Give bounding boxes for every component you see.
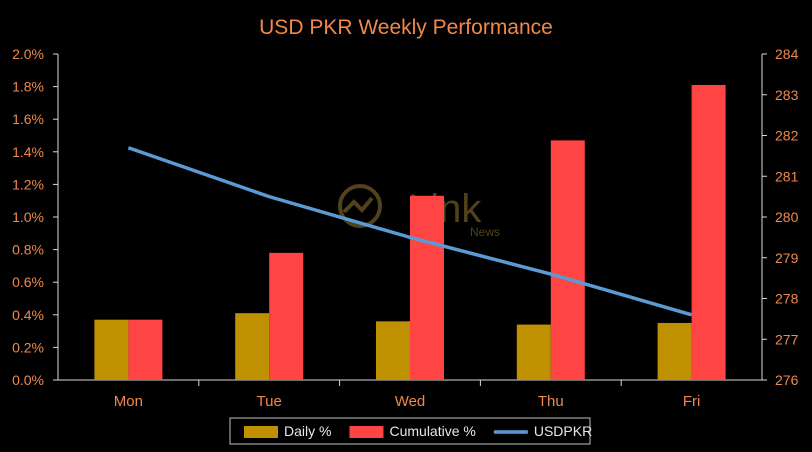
y-tick-left-label: 0.8% [12, 242, 44, 258]
y-tick-right-label: 284 [775, 46, 799, 62]
legend-label: Daily % [284, 423, 331, 439]
line-series-usdpkr [127, 146, 693, 317]
y-tick-right-label: 283 [775, 87, 799, 103]
legend-swatch [349, 426, 384, 438]
y-tick-left-label: 1.6% [12, 111, 44, 127]
y-tick-left-label: 2.0% [12, 46, 44, 62]
y-tick-right-label: 279 [775, 250, 799, 266]
bar-daily-fri [657, 322, 692, 380]
chart-title: USD PKR Weekly Performance [259, 16, 553, 39]
y-tick-right-label: 282 [775, 128, 799, 144]
y-tick-left-label: 1.2% [12, 176, 44, 192]
bars [94, 84, 726, 380]
bar-cumulative-mon [128, 319, 163, 380]
x-tick-label: Fri [683, 393, 701, 410]
bar-cumulative-wed [410, 195, 444, 380]
axes: 0.0% 0.2% 0.4% 0.6% 0.8% 1.0% 1.2% 1.4% 1.6% 1.8%… [12, 46, 798, 410]
bar-daily-thu [516, 324, 551, 380]
x-tick-label: Tue [257, 393, 282, 410]
legend: Daily % Cumulative % USDPKR [229, 417, 592, 445]
y-tick-left-label: 1.0% [12, 209, 44, 225]
usdpkr-line [127, 146, 693, 317]
legend-label: USDPKR [534, 423, 592, 439]
watermark-subtext: News [470, 225, 500, 239]
y-tick-left-label: 0.0% [12, 372, 44, 388]
bar-daily-mon [94, 319, 129, 380]
legend-box [229, 417, 591, 445]
y-tick-left-label: 0.6% [12, 274, 44, 290]
legend-swatch [244, 426, 278, 438]
bar-daily-tue [235, 313, 270, 380]
x-tick-label: Wed [395, 393, 426, 410]
y-tick-right-label: 276 [775, 372, 799, 388]
y-tick-right-label: 281 [775, 168, 799, 184]
y-tick-left-label: 0.2% [12, 339, 44, 355]
x-tick-label: Mon [114, 393, 143, 410]
bar-cumulative-fri [691, 84, 726, 380]
y-tick-right-label: 278 [775, 291, 799, 307]
bar-daily-wed [376, 321, 410, 380]
y-tick-left-label: 0.4% [12, 307, 44, 323]
y-tick-right-label: 277 [775, 331, 799, 347]
y-tick-left-label: 1.4% [12, 144, 44, 160]
legend-label: Cumulative % [389, 423, 475, 439]
bar-cumulative-tue [269, 252, 304, 380]
y-tick-right-label: 280 [775, 209, 799, 225]
x-tick-label: Thu [538, 393, 564, 410]
y-tick-left-label: 1.8% [12, 79, 44, 95]
bar-cumulative-thu [550, 140, 585, 380]
